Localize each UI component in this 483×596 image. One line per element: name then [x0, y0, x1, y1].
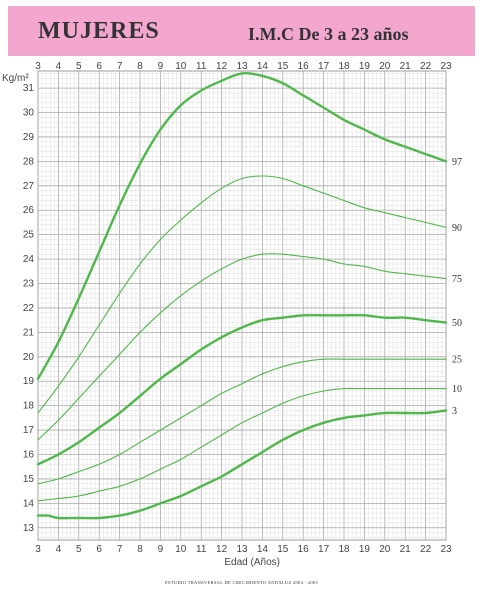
- y-tick-label: 20: [23, 352, 35, 363]
- chart-title: MUJERES: [38, 18, 160, 44]
- x-tick-label-bottom: 10: [175, 544, 187, 555]
- x-tick-label-top: 7: [117, 61, 123, 72]
- y-tick-label: 31: [23, 83, 35, 94]
- x-tick-label-top: 20: [379, 61, 391, 72]
- x-tick-label-top: 21: [400, 61, 412, 72]
- x-tick-label-top: 15: [277, 61, 289, 72]
- x-tick-label-bottom: 5: [76, 544, 82, 555]
- y-tick-label: 19: [23, 376, 35, 387]
- y-tick-label: 29: [23, 132, 35, 143]
- x-tick-label-top: 11: [196, 61, 207, 72]
- percentile-curve-p3: [36, 409, 448, 520]
- x-tick-label-bottom: 16: [298, 544, 310, 555]
- y-tick-label: 13: [23, 523, 35, 534]
- x-tick-label-bottom: 15: [277, 544, 289, 555]
- y-tick-label: 18: [23, 401, 35, 412]
- x-tick-label-bottom: 13: [236, 544, 248, 555]
- x-tick-label-bottom: 7: [117, 544, 123, 555]
- x-tick-label-bottom: 18: [338, 544, 350, 555]
- percentile-label-p10: 10: [452, 384, 462, 395]
- y-tick-label: 16: [23, 450, 35, 461]
- x-tick-label-bottom: 6: [96, 544, 102, 555]
- x-axis-label: Edad (Años): [224, 557, 280, 568]
- x-tick-label-bottom: 3: [35, 544, 41, 555]
- x-tick-label-top: 9: [158, 61, 164, 72]
- percentile-label-p97: 97: [452, 157, 462, 168]
- x-tick-label-top: 8: [137, 61, 143, 72]
- percentile-label-p90: 90: [452, 223, 462, 234]
- y-tick-label: 14: [23, 498, 35, 509]
- percentile-curve-p10: [37, 387, 447, 502]
- x-tick-label-bottom: 8: [137, 544, 143, 555]
- x-tick-label-top: 10: [175, 61, 187, 72]
- y-tick-label: 22: [23, 303, 35, 314]
- x-tick-label-bottom: 11: [196, 544, 207, 555]
- x-tick-label-bottom: 17: [318, 544, 330, 555]
- percentile-label-p25: 25: [452, 355, 462, 366]
- y-tick-label: 25: [23, 230, 35, 241]
- y-tick-label: 28: [23, 156, 35, 167]
- x-tick-label-bottom: 9: [158, 544, 164, 555]
- y-tick-label: 21: [23, 327, 35, 338]
- percentile-label-p3: 3: [452, 406, 457, 417]
- percentile-curve-p97: [36, 72, 448, 380]
- x-tick-label-bottom: 21: [400, 544, 412, 555]
- x-tick-label-top: 12: [216, 61, 228, 72]
- percentile-curve-p50: [36, 313, 448, 466]
- x-tick-label-top: 14: [257, 61, 269, 72]
- chart-subtitle: I.M.C De 3 a 23 años: [248, 24, 409, 44]
- x-tick-label-top: 5: [76, 61, 82, 72]
- y-tick-label: 27: [23, 181, 35, 192]
- percentile-label-p75: 75: [452, 274, 462, 285]
- x-tick-label-top: 18: [338, 61, 350, 72]
- x-tick-label-top: 6: [96, 61, 102, 72]
- x-tick-label-top: 16: [298, 61, 310, 72]
- x-tick-label-top: 22: [420, 61, 432, 72]
- x-tick-label-top: 13: [236, 61, 248, 72]
- x-tick-label-top: 23: [440, 61, 452, 72]
- x-tick-label-bottom: 19: [359, 544, 371, 555]
- y-tick-label: 15: [23, 474, 35, 485]
- x-tick-label-bottom: 20: [379, 544, 391, 555]
- x-tick-label-top: 4: [56, 61, 62, 72]
- x-tick-label-bottom: 14: [257, 544, 269, 555]
- x-tick-label-top: 19: [359, 61, 371, 72]
- x-tick-label-bottom: 22: [420, 544, 432, 555]
- y-tick-label: 17: [23, 425, 35, 436]
- percentile-label-p50: 50: [452, 318, 462, 329]
- x-tick-label-bottom: 23: [440, 544, 452, 555]
- bmi-percentile-chart: 3 3 4 4 5 5 6 6 7 7 8 8 9 9 10 10 11 11 12 12 13 13 14 14 15 15 16…: [2, 61, 462, 568]
- x-tick-label-bottom: 12: [216, 544, 228, 555]
- x-tick-label-top: 17: [318, 61, 330, 72]
- y-tick-label: 23: [23, 279, 35, 290]
- y-tick-label: 24: [23, 254, 35, 265]
- percentile-curve-p25: [37, 358, 447, 485]
- y-axis-label: Kg/m²: [2, 73, 29, 84]
- header-banner: MUJERES I.M.C De 3 a 23 años: [8, 6, 475, 56]
- percentile-curve-p75: [37, 253, 447, 441]
- x-tick-label-bottom: 4: [56, 544, 62, 555]
- x-tick-label-top: 3: [35, 61, 41, 72]
- footer-note: ESTUDIO TRANSVERSAL DE CRECIMIENTO ANDAL…: [165, 580, 318, 585]
- percentile-curve-p90: [37, 175, 447, 414]
- y-tick-label: 26: [23, 205, 35, 216]
- y-tick-label: 30: [23, 108, 35, 119]
